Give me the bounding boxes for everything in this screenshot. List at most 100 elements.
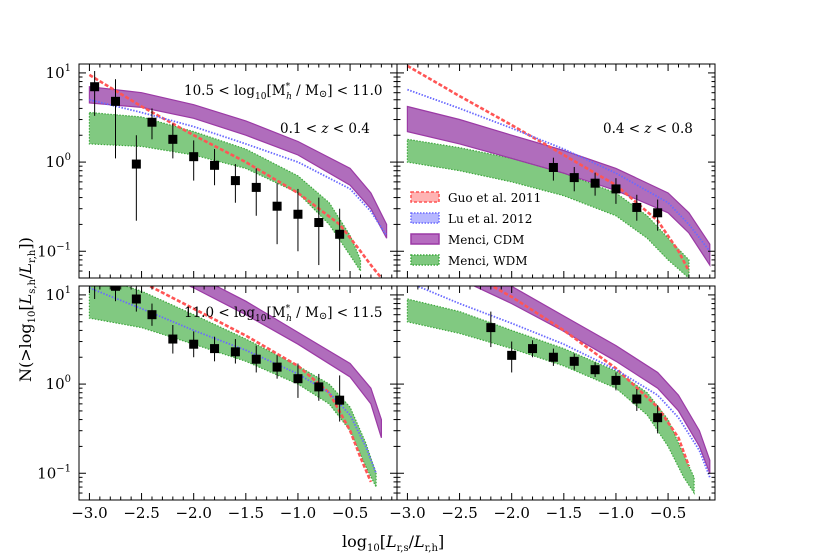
- data-point-bottom-left-8: [251, 354, 261, 364]
- data-point-bottom-left-0: [90, 286, 100, 287]
- panel-lines-top-left: [88, 73, 388, 278]
- data-point-top-right-0: [548, 162, 558, 172]
- line-guo-top-right: [406, 64, 691, 272]
- panel-axes-top-right: [396, 63, 716, 279]
- data-point-top-left-4: [168, 134, 178, 144]
- panel-points-bottom-left: [90, 286, 345, 422]
- data-point-bottom-left-9: [272, 362, 282, 372]
- band-cdm-bottom-left: [188, 286, 382, 438]
- data-point-top-left-1: [110, 96, 120, 106]
- panel-lines-top-right: [406, 64, 711, 272]
- y-axis-title: N(>log10[Ls,h/Lr,h]): [16, 237, 38, 382]
- x-tick-label-bottom-left-1: −2.5: [123, 504, 159, 522]
- line-guo-top-left: [88, 73, 383, 278]
- data-point-top-left-12: [335, 229, 345, 239]
- y-tick-label-top-left-2: 10−1: [37, 241, 71, 260]
- redshift-label-left: 0.1 < z < 0.4: [280, 121, 370, 137]
- legend-label-lu: Lu et al. 2012: [448, 212, 532, 226]
- data-point-top-left-11: [314, 218, 324, 228]
- line-lu-top-left: [89, 98, 388, 236]
- data-point-bottom-right-7: [632, 394, 642, 404]
- legend-label-guo: Guo et al. 2011: [448, 191, 541, 205]
- data-point-bottom-right-6: [611, 375, 621, 385]
- y-tick-label-bottom-left-1: 100: [46, 374, 71, 393]
- legend-swatch-wdm: [410, 254, 440, 266]
- x-tick-label-bottom-left-0: −3.0: [71, 504, 107, 522]
- data-point-top-right-2: [590, 178, 600, 188]
- data-point-top-left-0: [90, 82, 100, 92]
- line-lu-top-right: [407, 88, 711, 252]
- data-point-bottom-right-5: [590, 365, 600, 375]
- x-tick-label-bottom-right-2: −2.0: [493, 504, 529, 522]
- panel-bands-bottom-right: [406, 286, 711, 495]
- panel-points-top-left: [90, 71, 345, 272]
- data-point-bottom-left-6: [210, 344, 220, 354]
- data-point-bottom-left-4: [168, 334, 178, 344]
- y-tick-label-top-left-0: 101: [46, 63, 71, 82]
- data-point-bottom-right-1: [507, 350, 517, 360]
- data-point-top-left-8: [251, 182, 261, 192]
- model-lines-layer: [88, 64, 711, 483]
- x-tick-label-bottom-left-5: −0.5: [332, 504, 368, 522]
- panel-bands-top-right: [406, 105, 711, 278]
- data-point-bottom-left-5: [189, 339, 199, 349]
- y-tick-label-bottom-left-0: 101: [46, 285, 71, 304]
- data-point-top-right-4: [632, 202, 642, 212]
- line-guo-bottom-left: [146, 286, 373, 483]
- x-tick-label-bottom-right-1: −2.5: [441, 504, 477, 522]
- data-point-top-left-5: [189, 152, 199, 162]
- data-point-top-left-7: [230, 176, 240, 186]
- x-axis-title: log10[Lr,s/Lr,h]: [342, 532, 444, 554]
- data-point-bottom-left-3: [147, 310, 157, 320]
- x-tick-label-bottom-left-2: −2.0: [175, 504, 211, 522]
- model-bands-layer: [88, 86, 711, 495]
- panel-axes-bottom-right: −3.0 −2.5 −2.0 −1.5 −1.0 −0.5: [389, 285, 716, 522]
- data-point-bottom-left-2: [131, 294, 141, 304]
- data-point-top-left-6: [210, 160, 220, 170]
- panel-points-bottom-right: [486, 311, 663, 434]
- x-tick-label-bottom-right-4: −1.0: [598, 504, 634, 522]
- mass-range-label-top: 10.5 < log10[M* h / M⊙] < 11.0: [184, 82, 382, 102]
- legend-label-cdm: Menci, CDM: [448, 233, 524, 247]
- x-tick-label-bottom-right-3: −1.5: [546, 504, 582, 522]
- x-tick-label-bottom-right-0: −3.0: [389, 504, 425, 522]
- band-wdm-bottom-right: [406, 298, 695, 495]
- x-tick-label-bottom-left-3: −1.5: [228, 504, 264, 522]
- band-wdm-top-left: [88, 111, 362, 273]
- band-cdm-top-right: [406, 105, 711, 268]
- data-point-bottom-left-10: [293, 374, 303, 384]
- data-point-top-left-9: [272, 201, 282, 211]
- line-lu-bottom-right: [414, 286, 711, 478]
- legend-swatch-lu: [410, 212, 440, 224]
- x-tick-label-bottom-right-5: −0.5: [650, 504, 686, 522]
- legend-label-wdm: Menci, WDM: [448, 254, 528, 268]
- data-point-bottom-right-3: [548, 352, 558, 362]
- data-point-top-left-2: [131, 159, 141, 169]
- data-point-top-left-10: [293, 209, 303, 219]
- y-tick-label-top-left-1: 100: [46, 152, 71, 171]
- data-point-bottom-left-1: [110, 286, 120, 291]
- data-points-layer: [90, 71, 663, 434]
- axes-layer: 101 100 10−1 −3.0 −2.5 −2.0 −1.5 −1.0 −0.5 101 100…: [37, 63, 716, 522]
- y-tick-label-bottom-left-2: 10−1: [37, 463, 71, 482]
- data-point-top-right-1: [569, 173, 579, 183]
- data-point-top-right-3: [611, 184, 621, 194]
- data-point-bottom-right-0: [486, 323, 496, 333]
- data-point-bottom-right-4: [569, 356, 579, 366]
- panel-points-top-right: [548, 157, 663, 231]
- data-point-bottom-left-12: [335, 395, 345, 405]
- mass-range-label-bottom: 11.0 < log10[M* h / M⊙] < 11.5: [184, 304, 382, 324]
- legend: Guo et al. 2011 Lu et al. 2012 Menci, CD…: [410, 191, 541, 268]
- line-guo-bottom-right: [489, 286, 691, 467]
- data-point-bottom-right-2: [528, 344, 538, 354]
- data-point-top-left-3: [147, 117, 157, 127]
- x-tick-label-bottom-left-4: −1.0: [280, 504, 316, 522]
- data-point-bottom-left-11: [314, 382, 324, 392]
- data-point-bottom-left-7: [230, 347, 240, 357]
- data-point-top-right-5: [653, 208, 663, 218]
- legend-swatch-cdm: [410, 233, 440, 245]
- legend-swatch-guo: [410, 191, 440, 203]
- data-point-bottom-right-8: [653, 413, 663, 423]
- panel-lines-bottom-right: [414, 286, 711, 478]
